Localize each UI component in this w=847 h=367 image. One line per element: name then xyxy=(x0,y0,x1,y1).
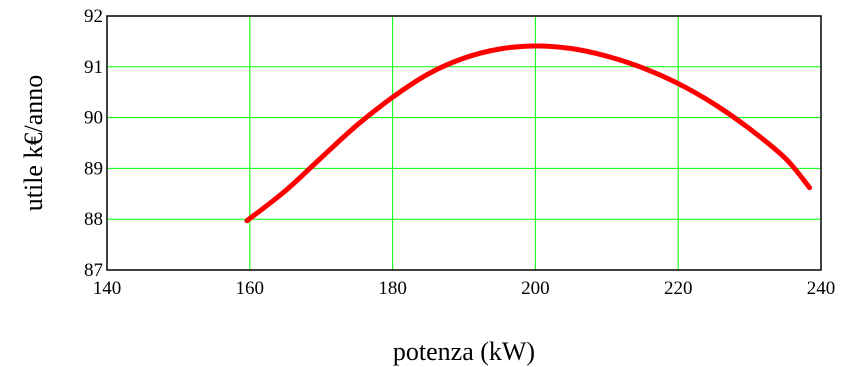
y-axis-ticks: 87 88 89 90 91 92 xyxy=(84,6,103,281)
x-tick-label-240: 240 xyxy=(807,278,836,299)
x-tick-label-200: 200 xyxy=(521,278,550,299)
y-tick-label-88: 88 xyxy=(84,209,103,230)
y-axis-label: utile k€/anno xyxy=(19,75,48,211)
y-tick-label-89: 89 xyxy=(84,158,103,179)
x-tick-label-180: 180 xyxy=(378,278,407,299)
plot-frame xyxy=(106,15,822,271)
series-layer xyxy=(244,43,813,224)
series-line-0 xyxy=(244,43,813,224)
x-tick-label-220: 220 xyxy=(664,278,693,299)
x-tick-label-140: 140 xyxy=(93,278,122,299)
y-tick-label-87: 87 xyxy=(84,260,103,281)
y-tick-label-92: 92 xyxy=(84,6,103,27)
grid xyxy=(107,16,821,270)
y-tick-label-90: 90 xyxy=(84,108,103,129)
x-axis-label: potenza (kW) xyxy=(393,337,535,366)
y-tick-label-91: 91 xyxy=(84,57,103,78)
x-axis-ticks: 140 160 180 200 220 240 xyxy=(93,278,836,299)
x-tick-label-160: 160 xyxy=(236,278,265,299)
